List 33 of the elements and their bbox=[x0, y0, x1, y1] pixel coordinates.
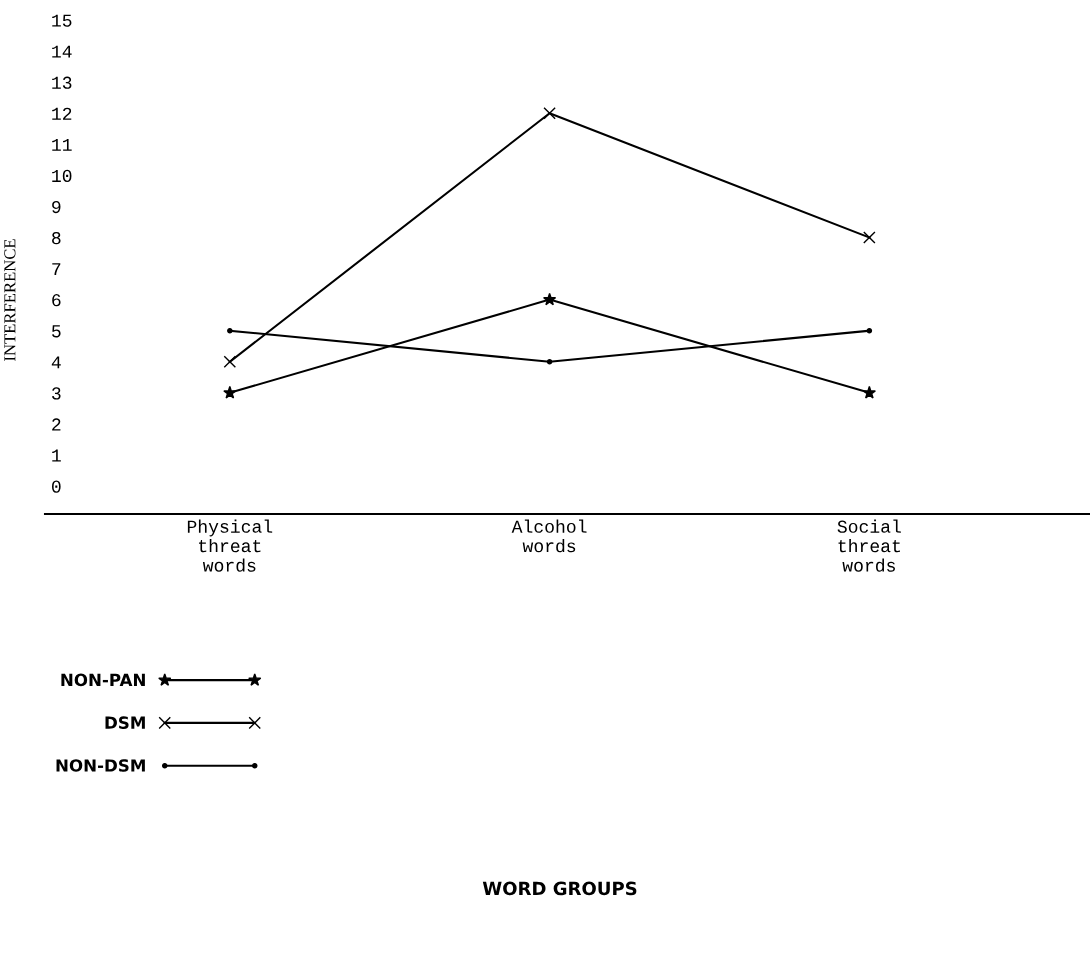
x-tick-label: Social threat words bbox=[837, 519, 901, 572]
y-tick-label: 8 bbox=[52, 231, 61, 245]
legend-label: NON-PAN bbox=[61, 673, 145, 687]
y-tick-label: 11 bbox=[52, 138, 72, 151]
point bbox=[223, 355, 237, 369]
y-tick-label: 2 bbox=[52, 418, 61, 431]
point bbox=[862, 385, 877, 399]
y-tick-label: 6 bbox=[52, 294, 61, 307]
point bbox=[227, 327, 233, 334]
legend-label: NON-DSM bbox=[56, 759, 145, 772]
x-tick-label: Physical threat words bbox=[187, 519, 273, 572]
y-tick-label: 15 bbox=[52, 14, 72, 27]
y-tick-label: 14 bbox=[52, 45, 72, 58]
y-tick-label: 4 bbox=[51, 356, 61, 369]
point bbox=[543, 106, 556, 120]
y-tick-label: 1 bbox=[52, 449, 61, 462]
y-tick-label: 9 bbox=[52, 200, 61, 214]
x-tick-label: Alcohol words bbox=[511, 519, 587, 553]
y-tick-label: 13 bbox=[52, 76, 72, 89]
y-tick-label: 10 bbox=[52, 169, 72, 183]
y-tick-label: 12 bbox=[52, 107, 72, 120]
legend-label: DSM bbox=[105, 716, 145, 729]
point bbox=[542, 292, 557, 306]
text: WORD GROUPS bbox=[482, 881, 637, 896]
point bbox=[223, 385, 237, 399]
y-tick-label: 7 bbox=[52, 263, 61, 276]
y-tick-label: 3 bbox=[52, 387, 61, 400]
point bbox=[546, 358, 553, 365]
point bbox=[863, 231, 876, 244]
y-axis-title: INTERFERENCE bbox=[4, 239, 16, 361]
point bbox=[866, 327, 873, 334]
y-tick-label: 5 bbox=[52, 325, 61, 338]
y-tick-label: 0 bbox=[51, 480, 61, 493]
